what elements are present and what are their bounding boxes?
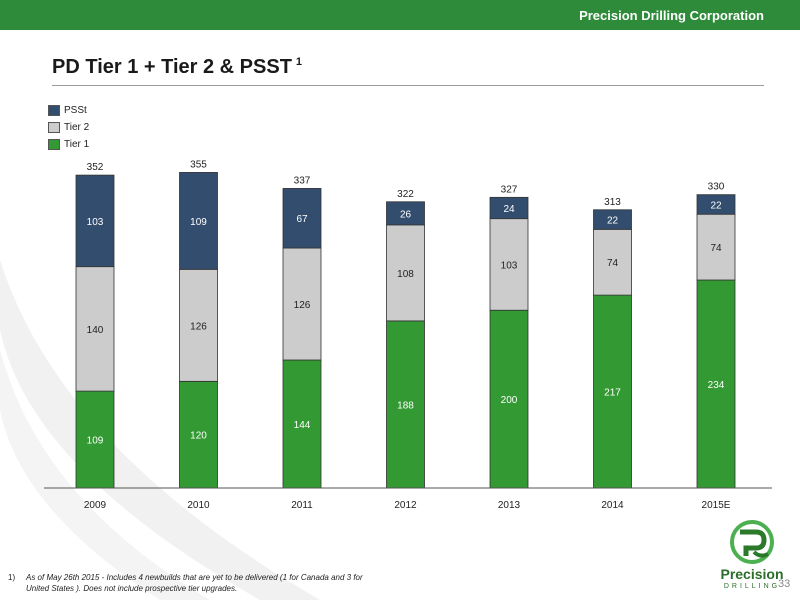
bar-tier-1-2010 [179,380,218,489]
bar-psst-2010 [179,172,218,270]
x-tick-label-2015E: 2015E [702,500,731,511]
value-label-tier-2-2010: 126 [190,321,207,332]
bar-tier-2-2009 [75,266,115,392]
bar-tier-1-2015E [696,279,736,489]
precision-drilling-logo: Precision DRILLING [716,518,788,598]
footnote-text: As of May 26th 2015 - Includes 4 newbuil… [26,573,363,593]
bar-psst-2009 [75,174,115,268]
total-label-2011: 337 [294,175,311,186]
total-label-2010: 355 [190,159,207,170]
value-label-tier-1-2013: 200 [501,395,518,406]
total-label-2013: 327 [501,184,518,195]
value-label-tier-1-2009: 109 [87,436,104,447]
value-label-psst-2012: 26 [400,209,412,220]
value-label-tier-1-2011: 144 [294,420,311,431]
chart-legend: PSSt Tier 2 Tier 1 [48,102,89,153]
logo-mark-icon [730,520,774,564]
value-label-tier-1-2015E: 234 [708,380,725,391]
footnote-number: 1) [8,573,16,582]
legend-swatch-tier-1 [48,139,60,150]
legend-item-tier-1: Tier 1 [48,136,89,153]
x-tick-label-2014: 2014 [601,500,624,511]
title-divider [52,85,764,86]
title-footnote-marker: 1 [295,56,303,69]
legend-label-tier-2: Tier 2 [64,122,90,133]
x-tick-label-2010: 2010 [187,500,210,511]
bar-tier-2-2014 [593,228,632,296]
bar-tier-1-2009 [75,390,115,489]
value-label-tier-2-2014: 74 [607,258,619,269]
value-label-psst-2009: 103 [87,217,104,228]
bar-tier-1-2011 [282,359,322,489]
bar-psst-2014 [593,209,632,230]
bar-tier-2-2010 [179,268,218,382]
value-label-psst-2013: 24 [503,204,515,215]
value-label-psst-2014: 22 [607,216,619,227]
value-label-tier-2-2011: 126 [294,300,311,311]
slide-title-text: PD Tier 1 + Tier 2 & PSST [52,56,292,78]
value-label-tier-2-2015E: 74 [710,243,722,254]
company-name: Precision Drilling Corporation [579,8,764,23]
bar-tier-1-2014 [593,294,632,489]
legend-swatch-psst [48,105,60,116]
bar-tier-2-2013 [489,218,529,311]
legend-item-tier-2: Tier 2 [48,119,89,136]
slide-title: PD Tier 1 + Tier 2 & PSST 1 [52,56,302,79]
legend-label-psst: PSSt [64,105,87,116]
bar-psst-2011 [282,188,322,249]
bar-psst-2012 [386,201,425,226]
bar-psst-2015E [696,194,736,215]
footnote: 1) As of May 26th 2015 - Includes 4 newb… [8,572,368,594]
background-swoosh [0,260,320,600]
x-tick-label-2013: 2013 [498,500,521,511]
header-bar: Precision Drilling Corporation [0,0,800,30]
value-label-tier-2-2009: 140 [87,325,104,336]
bar-tier-1-2013 [489,309,529,489]
bar-tier-1-2012 [386,320,425,489]
legend-swatch-tier-2 [48,122,60,133]
total-label-2012: 322 [397,189,414,200]
logo-name: Precision [720,566,784,582]
x-tick-label-2012: 2012 [394,500,417,511]
value-label-tier-1-2014: 217 [604,388,621,399]
legend-item-psst: PSSt [48,102,89,119]
value-label-tier-1-2012: 188 [397,400,414,411]
page-number: 33 [778,578,791,590]
legend-label-tier-1: Tier 1 [64,139,90,150]
logo-sub: DRILLING [723,583,781,590]
value-label-psst-2010: 109 [190,217,207,228]
bar-tier-2-2011 [282,247,322,361]
x-tick-label-2011: 2011 [291,500,313,511]
value-label-psst-2015E: 22 [710,200,722,211]
total-label-2014: 313 [604,197,621,208]
value-label-tier-1-2010: 120 [190,431,207,442]
total-label-2015E: 330 [708,182,725,193]
x-tick-label-2009: 2009 [84,500,107,511]
total-label-2009: 352 [87,162,104,173]
value-label-psst-2011: 67 [296,214,308,225]
value-label-tier-2-2012: 108 [397,269,414,280]
bar-psst-2013 [489,196,529,220]
value-label-tier-2-2013: 103 [501,260,518,271]
bar-tier-2-2012 [386,224,425,322]
bar-tier-2-2015E [696,213,736,281]
